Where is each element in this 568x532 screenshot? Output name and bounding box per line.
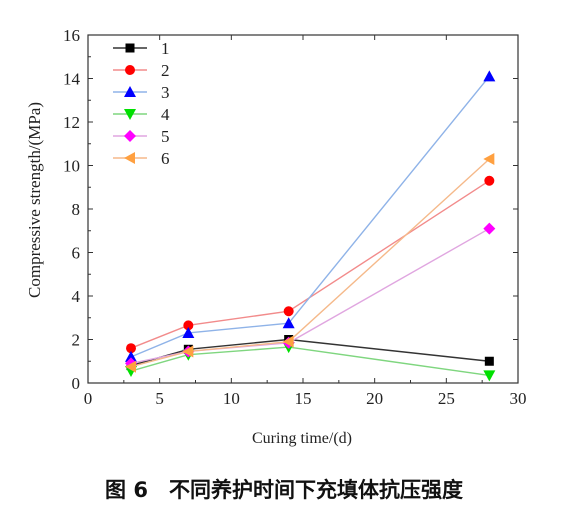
y-tick-label: 4 (72, 287, 81, 306)
legend-marker (124, 109, 136, 120)
legend-item-1: 1 (113, 39, 170, 58)
legend-label: 2 (161, 61, 170, 80)
data-point (125, 350, 137, 362)
y-tick-label: 12 (63, 113, 80, 132)
series-group (125, 70, 496, 382)
legend-label: 6 (161, 149, 170, 168)
y-tick-label: 0 (72, 374, 81, 393)
legend-label: 4 (161, 105, 170, 124)
legend-marker (124, 130, 136, 142)
legend-item-4: 4 (113, 105, 170, 124)
series-line-6 (130, 158, 490, 368)
data-point (483, 152, 495, 165)
series-line-2 (130, 180, 490, 349)
figure-caption: 图 6 不同养护时间下充填体抗压强度 (105, 478, 463, 502)
y-tick-label: 2 (72, 331, 81, 350)
data-point (282, 335, 294, 348)
data-point (126, 343, 136, 354)
legend-item-6: 6 (113, 149, 170, 168)
x-tick-label: 30 (510, 389, 527, 408)
data-point (484, 356, 494, 366)
legend-label: 3 (161, 83, 170, 102)
y-axis-label: Compressive strength/(MPa) (25, 102, 44, 298)
legend-item-2: 2 (113, 61, 170, 80)
x-tick-label: 15 (295, 389, 312, 408)
x-tick-label: 0 (84, 389, 93, 408)
series-line-4 (130, 346, 490, 377)
series-2 (126, 175, 495, 354)
legend-label: 5 (161, 127, 170, 146)
legend: 1 2 3 4 5 6 (113, 39, 170, 168)
data-point (484, 175, 495, 186)
legend-marker (124, 86, 136, 97)
legend-item-3: 3 (113, 83, 170, 102)
y-tick-label: 16 (63, 26, 80, 45)
series-6 (125, 152, 495, 373)
x-tick-label: 20 (366, 389, 383, 408)
legend-marker (125, 43, 135, 53)
series-4 (125, 342, 496, 382)
x-axis-label: Curing time/(d) (252, 430, 352, 447)
data-point (282, 317, 295, 329)
series-3 (125, 70, 496, 362)
legend-marker (124, 152, 135, 164)
data-point (182, 326, 195, 338)
data-point (125, 360, 136, 373)
y-tick-label: 8 (72, 200, 81, 219)
legend-label: 1 (161, 39, 170, 58)
legend-marker (125, 65, 135, 75)
data-point (483, 370, 496, 382)
y-tick-label: 14 (63, 70, 81, 89)
data-point (183, 320, 194, 331)
legend-item-5: 5 (113, 127, 170, 146)
series-line-3 (130, 75, 490, 358)
data-point (283, 306, 294, 317)
data-point (483, 70, 496, 82)
x-tick-label: 5 (155, 389, 164, 408)
plot-frame (87, 34, 519, 384)
data-point (483, 222, 496, 235)
x-tick-label: 10 (223, 389, 240, 408)
y-tick-label: 6 (72, 244, 81, 263)
y-tick-label: 10 (63, 157, 80, 176)
x-tick-label: 25 (438, 389, 455, 408)
data-point (182, 345, 194, 358)
